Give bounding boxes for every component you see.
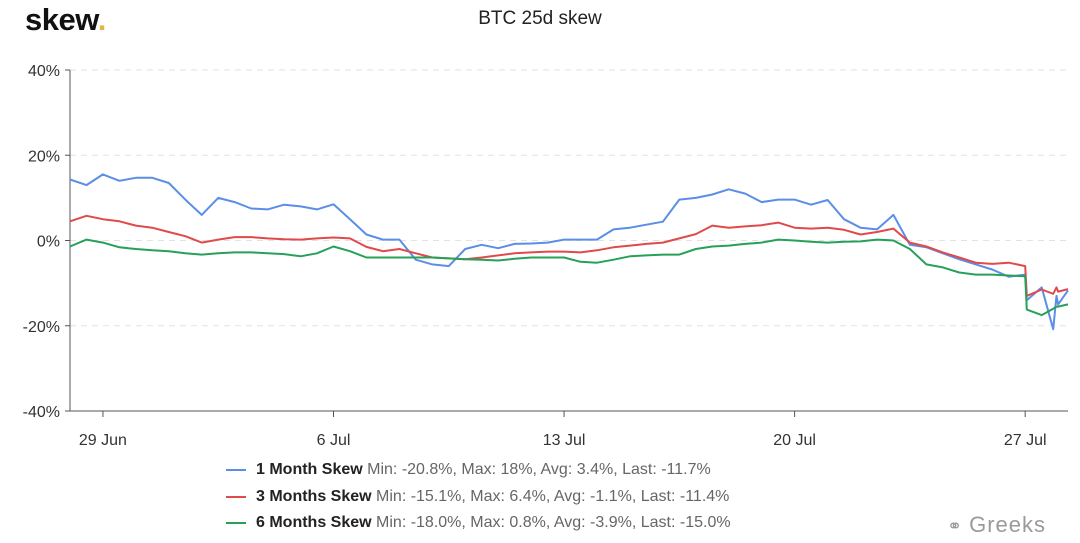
y-tick-label: -20% (23, 319, 60, 336)
series-line-2 (69, 214, 1069, 297)
legend-item-3m[interactable]: 3 Months Skew Min: -15.1%, Max: 6.4%, Av… (226, 488, 729, 506)
legend-series-name: 3 Months Skew (256, 488, 372, 505)
y-tick-label: -40% (23, 404, 60, 421)
logo-dot: . (97, 2, 107, 37)
x-tick-label: 6 Jul (317, 432, 351, 449)
watermark: ⚭ Greeks (947, 512, 1046, 538)
legend-swatch (226, 495, 246, 498)
skew-logo: skew. (25, 2, 106, 38)
legend-series-stats: Min: -18.0%, Max: 0.8%, Avg: -3.9%, Last… (376, 514, 731, 531)
series-line-1 (69, 173, 1069, 331)
legend-item-6m[interactable]: 6 Months Skew Min: -18.0%, Max: 0.8%, Av… (226, 514, 731, 532)
legend-series-stats: Min: -20.8%, Max: 18%, Avg: 3.4%, Last: … (367, 461, 711, 478)
legend-series-stats: Min: -15.1%, Max: 6.4%, Avg: -1.1%, Last… (376, 488, 730, 505)
x-tick-label: 29 Jun (79, 432, 127, 449)
x-tick-label: 27 Jul (1004, 432, 1047, 449)
legend-series-name: 6 Months Skew (256, 514, 372, 531)
y-tick-label: 20% (28, 148, 60, 165)
legend-swatch (226, 468, 246, 471)
legend-item-1m[interactable]: 1 Month Skew Min: -20.8%, Max: 18%, Avg:… (226, 461, 711, 479)
legend-swatch (226, 521, 246, 524)
legend-series-name: 1 Month Skew (256, 461, 363, 478)
y-tick-label: 0% (37, 234, 60, 251)
y-tick-label: 40% (28, 63, 60, 80)
logo-text: skew (25, 2, 98, 37)
wechat-icon: ⚭ (946, 516, 964, 536)
x-tick-label: 20 Jul (773, 432, 816, 449)
series-line-3 (69, 238, 1069, 317)
x-tick-label: 13 Jul (543, 432, 586, 449)
watermark-text: Greeks (969, 512, 1046, 537)
chart-title: BTC 25d skew (478, 8, 602, 29)
